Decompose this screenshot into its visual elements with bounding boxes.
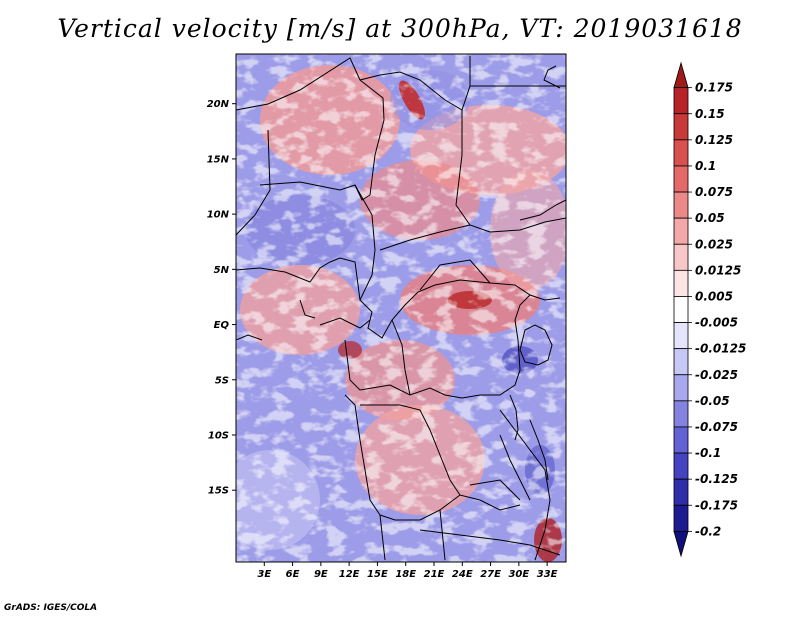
lon-tick-label: 27E	[480, 569, 501, 580]
lat-tick-label: 5S	[215, 375, 229, 386]
colorbar-label: 0.005	[695, 289, 733, 303]
lon-tick-label: 12E	[339, 569, 360, 580]
colorbar-label: 0.1	[695, 159, 716, 173]
lon-tick-label: 15E	[367, 569, 388, 580]
colorbar-label: -0.0125	[695, 342, 746, 356]
colorbar-label: -0.1	[695, 446, 721, 460]
map-title: Vertical velocity [m/s] at 300hPa, VT: 2…	[57, 14, 743, 43]
lon-tick-label: 6E	[286, 569, 300, 580]
colorbar-label: -0.025	[695, 368, 738, 382]
colorbar-cell	[673, 452, 689, 480]
lon-tick-label: 21E	[424, 569, 445, 580]
colorbar-label: 0.025	[695, 237, 733, 251]
longitude-axis: 3E 6E 9E 12E 15E 18E 21E 24E 27E 30E 33E	[257, 562, 558, 580]
footer-credit: GrADS: IGES/COLA	[4, 603, 98, 613]
velocity-field	[236, 54, 566, 562]
colorbar-cap-top	[673, 61, 689, 89]
colorbar-cell	[673, 478, 689, 506]
colorbar-cell	[673, 217, 689, 245]
colorbar-cell	[673, 322, 689, 350]
lon-tick-label: 24E	[452, 569, 473, 580]
lat-tick-label: 10S	[208, 431, 229, 442]
colorbar-cell	[673, 87, 689, 115]
colorbar: 0.175 0.15 0.125 0.1 0.075 0.05 0.025 0.0125 0.0…	[673, 61, 746, 558]
colorbar-label: -0.005	[695, 316, 738, 330]
colorbar-cap-bottom	[673, 530, 689, 558]
colorbar-cell	[673, 504, 689, 532]
colorbar-label: 0.0125	[695, 263, 741, 277]
lon-tick-label: 9E	[314, 569, 328, 580]
lat-tick-label: 10N	[207, 210, 230, 221]
lat-tick-label: EQ	[214, 320, 230, 331]
colorbar-cell	[673, 113, 689, 141]
colorbar-label: 0.175	[695, 81, 733, 95]
colorbar-cell	[673, 348, 689, 376]
colorbar-label: -0.175	[695, 498, 738, 512]
colorbar-label: 0.125	[695, 133, 733, 147]
latitude-axis: 20N 15N 10N 5N EQ 5S 10S 15S	[207, 99, 236, 497]
colorbar-cell	[673, 243, 689, 271]
colorbar-cell	[673, 400, 689, 428]
plot-frame	[235, 53, 567, 563]
lon-tick-label: 30E	[508, 569, 529, 580]
colorbar-label: -0.05	[695, 394, 730, 408]
colorbar-cell	[673, 374, 689, 402]
colorbar-cell	[673, 296, 689, 323]
lon-tick-label: 3E	[257, 569, 271, 580]
colorbar-label: -0.2	[695, 524, 721, 538]
colorbar-label: 0.075	[695, 185, 733, 199]
colorbar-cell	[673, 191, 689, 219]
colorbar-label: -0.125	[695, 472, 738, 486]
colorbar-cell	[673, 426, 689, 454]
colorbar-cell	[673, 269, 689, 297]
colorbar-label: 0.15	[695, 107, 725, 121]
country-borders	[236, 56, 566, 561]
lon-tick-label: 18E	[395, 569, 416, 580]
colorbar-cell	[673, 139, 689, 167]
lon-tick-label: 33E	[537, 569, 558, 580]
lat-tick-label: 15S	[208, 486, 229, 497]
lat-tick-label: 5N	[214, 265, 230, 276]
colorbar-label: -0.075	[695, 420, 738, 434]
lat-tick-label: 20N	[207, 99, 230, 110]
lat-tick-label: 15N	[207, 154, 230, 165]
colorbar-cell	[673, 165, 689, 193]
colorbar-label: 0.05	[695, 211, 725, 225]
